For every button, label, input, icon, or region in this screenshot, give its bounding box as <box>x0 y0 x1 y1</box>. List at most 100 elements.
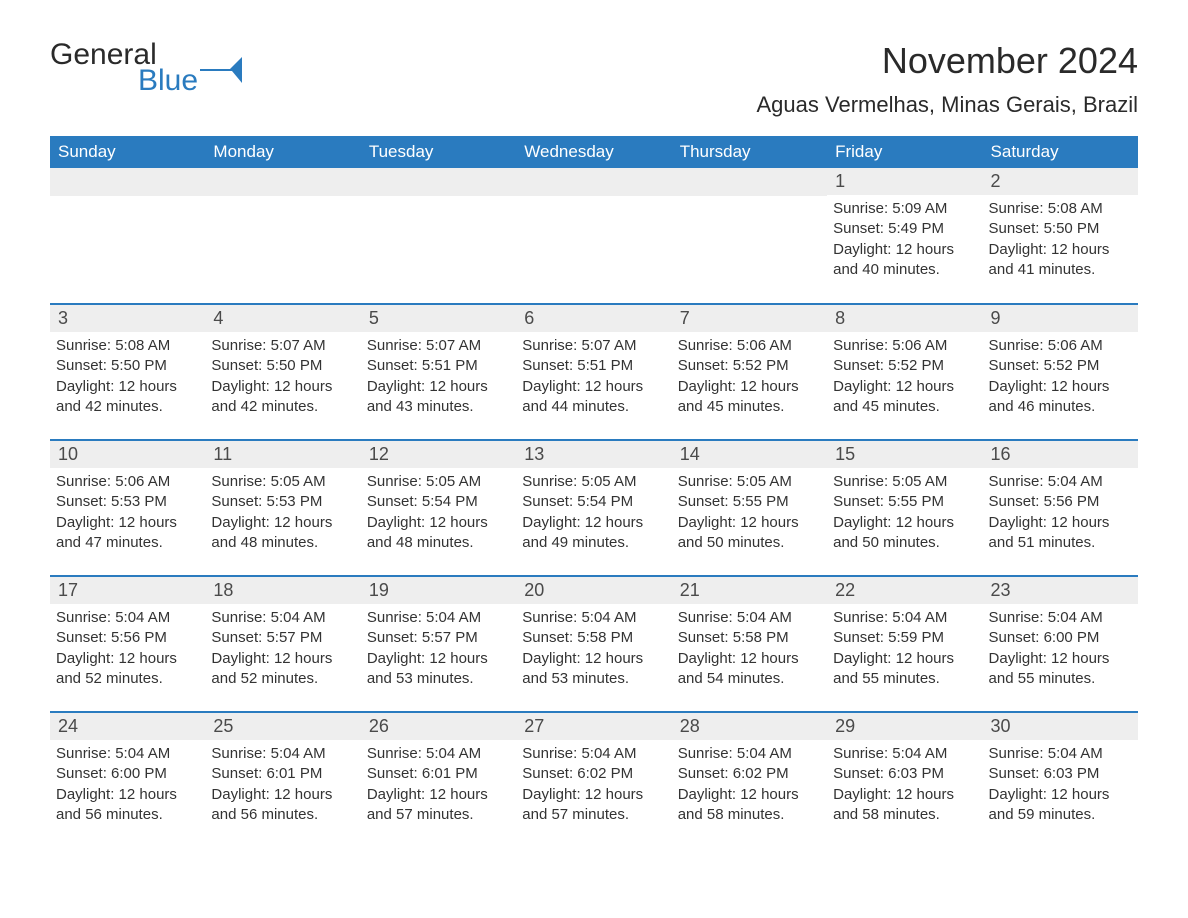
daylight1-text: Daylight: 12 hours <box>678 649 819 669</box>
day-number: 25 <box>205 713 360 740</box>
daylight1-text: Daylight: 12 hours <box>522 377 663 397</box>
daylight2-text: and 56 minutes. <box>56 805 197 825</box>
sunrise-text: Sunrise: 5:05 AM <box>522 472 663 492</box>
day-number: 11 <box>205 441 360 468</box>
daylight2-text: and 48 minutes. <box>211 533 352 553</box>
day-number: 9 <box>983 305 1138 332</box>
location: Aguas Vermelhas, Minas Gerais, Brazil <box>757 92 1139 118</box>
day-body: Sunrise: 5:08 AMSunset: 5:50 PMDaylight:… <box>983 195 1138 288</box>
title-block: November 2024 Aguas Vermelhas, Minas Ger… <box>757 40 1139 128</box>
day-body: Sunrise: 5:07 AMSunset: 5:50 PMDaylight:… <box>205 332 360 425</box>
weekday-header: Wednesday <box>516 136 671 168</box>
sunset-text: Sunset: 5:52 PM <box>833 356 974 376</box>
daylight1-text: Daylight: 12 hours <box>678 785 819 805</box>
sunrise-text: Sunrise: 5:04 AM <box>522 744 663 764</box>
daylight1-text: Daylight: 12 hours <box>56 513 197 533</box>
brand-blue: Blue <box>138 66 198 96</box>
daylight1-text: Daylight: 12 hours <box>522 513 663 533</box>
sunset-text: Sunset: 6:01 PM <box>211 764 352 784</box>
day-body: Sunrise: 5:04 AMSunset: 5:57 PMDaylight:… <box>205 604 360 697</box>
sunset-text: Sunset: 5:58 PM <box>522 628 663 648</box>
daylight2-text: and 45 minutes. <box>678 397 819 417</box>
sunset-text: Sunset: 5:51 PM <box>522 356 663 376</box>
day-number: 24 <box>50 713 205 740</box>
day-number <box>205 168 360 196</box>
daylight1-text: Daylight: 12 hours <box>833 377 974 397</box>
calendar-cell: 19Sunrise: 5:04 AMSunset: 5:57 PMDayligh… <box>361 576 516 712</box>
day-body: Sunrise: 5:04 AMSunset: 6:01 PMDaylight:… <box>361 740 516 833</box>
day-number: 4 <box>205 305 360 332</box>
sunset-text: Sunset: 6:03 PM <box>989 764 1130 784</box>
calendar-cell: 28Sunrise: 5:04 AMSunset: 6:02 PMDayligh… <box>672 712 827 848</box>
daylight2-text: and 59 minutes. <box>989 805 1130 825</box>
sunrise-text: Sunrise: 5:04 AM <box>367 608 508 628</box>
sunset-text: Sunset: 5:55 PM <box>678 492 819 512</box>
day-number: 30 <box>983 713 1138 740</box>
sunset-text: Sunset: 5:49 PM <box>833 219 974 239</box>
sunrise-text: Sunrise: 5:04 AM <box>678 608 819 628</box>
calendar-cell: 26Sunrise: 5:04 AMSunset: 6:01 PMDayligh… <box>361 712 516 848</box>
sunrise-text: Sunrise: 5:04 AM <box>989 472 1130 492</box>
sunrise-text: Sunrise: 5:07 AM <box>211 336 352 356</box>
calendar-row: 10Sunrise: 5:06 AMSunset: 5:53 PMDayligh… <box>50 440 1138 576</box>
day-number: 3 <box>50 305 205 332</box>
day-number: 17 <box>50 577 205 604</box>
month-title: November 2024 <box>757 40 1139 82</box>
calendar-row: 1Sunrise: 5:09 AMSunset: 5:49 PMDaylight… <box>50 168 1138 304</box>
sunset-text: Sunset: 5:50 PM <box>989 219 1130 239</box>
day-number: 18 <box>205 577 360 604</box>
day-number <box>516 168 671 196</box>
daylight2-text: and 49 minutes. <box>522 533 663 553</box>
sunset-text: Sunset: 5:53 PM <box>56 492 197 512</box>
day-body: Sunrise: 5:04 AMSunset: 5:58 PMDaylight:… <box>516 604 671 697</box>
day-body: Sunrise: 5:04 AMSunset: 6:00 PMDaylight:… <box>50 740 205 833</box>
sunset-text: Sunset: 6:03 PM <box>833 764 974 784</box>
daylight2-text: and 58 minutes. <box>678 805 819 825</box>
sunset-text: Sunset: 6:02 PM <box>678 764 819 784</box>
sunrise-text: Sunrise: 5:05 AM <box>367 472 508 492</box>
sunrise-text: Sunrise: 5:04 AM <box>211 744 352 764</box>
sunset-text: Sunset: 5:56 PM <box>989 492 1130 512</box>
daylight1-text: Daylight: 12 hours <box>211 649 352 669</box>
sunrise-text: Sunrise: 5:08 AM <box>989 199 1130 219</box>
swoosh-icon <box>200 57 242 83</box>
calendar-cell: 16Sunrise: 5:04 AMSunset: 5:56 PMDayligh… <box>983 440 1138 576</box>
daylight2-text: and 43 minutes. <box>367 397 508 417</box>
calendar-cell: 22Sunrise: 5:04 AMSunset: 5:59 PMDayligh… <box>827 576 982 712</box>
daylight2-text: and 42 minutes. <box>211 397 352 417</box>
calendar-cell: 13Sunrise: 5:05 AMSunset: 5:54 PMDayligh… <box>516 440 671 576</box>
sunrise-text: Sunrise: 5:06 AM <box>56 472 197 492</box>
daylight2-text: and 44 minutes. <box>522 397 663 417</box>
day-number <box>361 168 516 196</box>
daylight1-text: Daylight: 12 hours <box>678 377 819 397</box>
daylight1-text: Daylight: 12 hours <box>56 785 197 805</box>
calendar-body: 1Sunrise: 5:09 AMSunset: 5:49 PMDaylight… <box>50 168 1138 848</box>
daylight2-text: and 58 minutes. <box>833 805 974 825</box>
day-body: Sunrise: 5:04 AMSunset: 6:03 PMDaylight:… <box>983 740 1138 833</box>
day-body: Sunrise: 5:08 AMSunset: 5:50 PMDaylight:… <box>50 332 205 425</box>
daylight2-text: and 40 minutes. <box>833 260 974 280</box>
day-number: 27 <box>516 713 671 740</box>
daylight1-text: Daylight: 12 hours <box>989 513 1130 533</box>
sunrise-text: Sunrise: 5:08 AM <box>56 336 197 356</box>
sunset-text: Sunset: 6:00 PM <box>989 628 1130 648</box>
day-body: Sunrise: 5:06 AMSunset: 5:53 PMDaylight:… <box>50 468 205 561</box>
day-number: 2 <box>983 168 1138 195</box>
calendar-row: 17Sunrise: 5:04 AMSunset: 5:56 PMDayligh… <box>50 576 1138 712</box>
daylight2-text: and 50 minutes. <box>833 533 974 553</box>
daylight2-text: and 53 minutes. <box>367 669 508 689</box>
sunset-text: Sunset: 6:01 PM <box>367 764 508 784</box>
sunset-text: Sunset: 5:58 PM <box>678 628 819 648</box>
calendar-cell: 30Sunrise: 5:04 AMSunset: 6:03 PMDayligh… <box>983 712 1138 848</box>
day-number: 12 <box>361 441 516 468</box>
calendar-cell: 29Sunrise: 5:04 AMSunset: 6:03 PMDayligh… <box>827 712 982 848</box>
sunset-text: Sunset: 5:57 PM <box>211 628 352 648</box>
day-number <box>672 168 827 196</box>
calendar-cell <box>361 168 516 304</box>
calendar-cell: 7Sunrise: 5:06 AMSunset: 5:52 PMDaylight… <box>672 304 827 440</box>
sunset-text: Sunset: 5:52 PM <box>678 356 819 376</box>
sunrise-text: Sunrise: 5:04 AM <box>56 608 197 628</box>
sunset-text: Sunset: 5:52 PM <box>989 356 1130 376</box>
weekday-header: Monday <box>205 136 360 168</box>
calendar-cell: 15Sunrise: 5:05 AMSunset: 5:55 PMDayligh… <box>827 440 982 576</box>
